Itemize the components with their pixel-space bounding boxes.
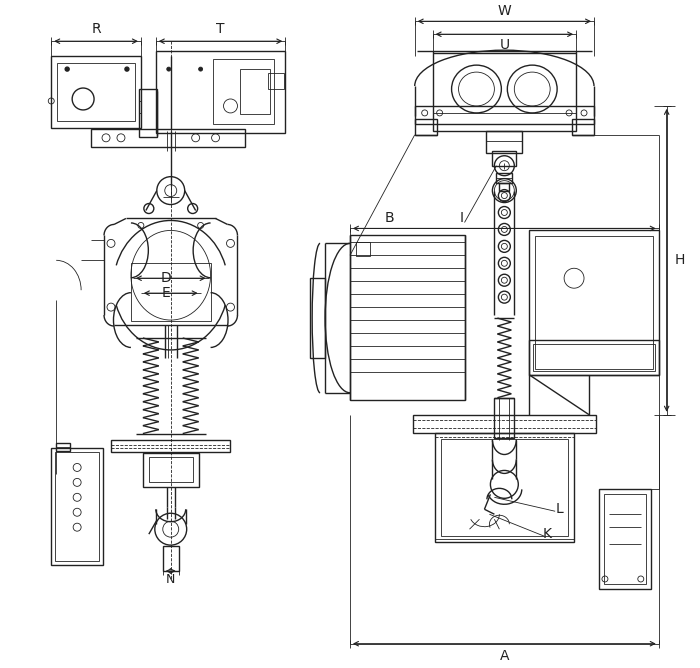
- Circle shape: [167, 67, 171, 71]
- Bar: [57, 63, 135, 121]
- Circle shape: [65, 67, 69, 71]
- Bar: [492, 151, 517, 166]
- Bar: [413, 415, 596, 433]
- Bar: [499, 182, 510, 190]
- Bar: [440, 439, 568, 536]
- Bar: [156, 51, 286, 133]
- Circle shape: [125, 67, 129, 71]
- Bar: [414, 119, 437, 135]
- Bar: [414, 106, 594, 124]
- Bar: [111, 440, 230, 452]
- Bar: [433, 113, 576, 124]
- Text: K: K: [542, 527, 552, 541]
- Bar: [55, 452, 99, 561]
- Bar: [310, 279, 325, 358]
- Text: A: A: [500, 649, 509, 663]
- Bar: [51, 448, 103, 565]
- Bar: [486, 131, 522, 153]
- Text: D: D: [160, 271, 171, 285]
- Bar: [356, 242, 370, 257]
- Text: E: E: [162, 286, 170, 300]
- Bar: [599, 490, 651, 589]
- Text: N: N: [166, 573, 176, 587]
- Bar: [494, 397, 514, 438]
- Bar: [143, 452, 199, 488]
- Bar: [268, 73, 284, 89]
- Bar: [496, 172, 512, 182]
- Bar: [51, 56, 141, 128]
- Circle shape: [199, 67, 202, 71]
- Text: L: L: [555, 502, 563, 516]
- Bar: [131, 263, 211, 321]
- Text: H: H: [674, 253, 685, 267]
- Bar: [149, 458, 192, 482]
- Bar: [139, 89, 157, 137]
- Bar: [350, 235, 465, 399]
- Bar: [533, 344, 654, 371]
- Text: R: R: [91, 22, 101, 36]
- Text: B: B: [385, 212, 395, 226]
- Bar: [435, 433, 574, 542]
- Bar: [241, 69, 270, 114]
- Bar: [91, 129, 246, 147]
- Bar: [56, 442, 70, 450]
- Bar: [163, 546, 179, 571]
- Bar: [536, 236, 652, 369]
- Text: I: I: [459, 212, 463, 226]
- Bar: [433, 53, 576, 131]
- Bar: [572, 119, 594, 135]
- Bar: [529, 230, 659, 375]
- Bar: [213, 59, 274, 124]
- Text: T: T: [216, 22, 225, 36]
- Bar: [604, 494, 646, 584]
- Text: W: W: [498, 5, 511, 18]
- Text: U: U: [499, 38, 510, 52]
- Bar: [529, 340, 659, 375]
